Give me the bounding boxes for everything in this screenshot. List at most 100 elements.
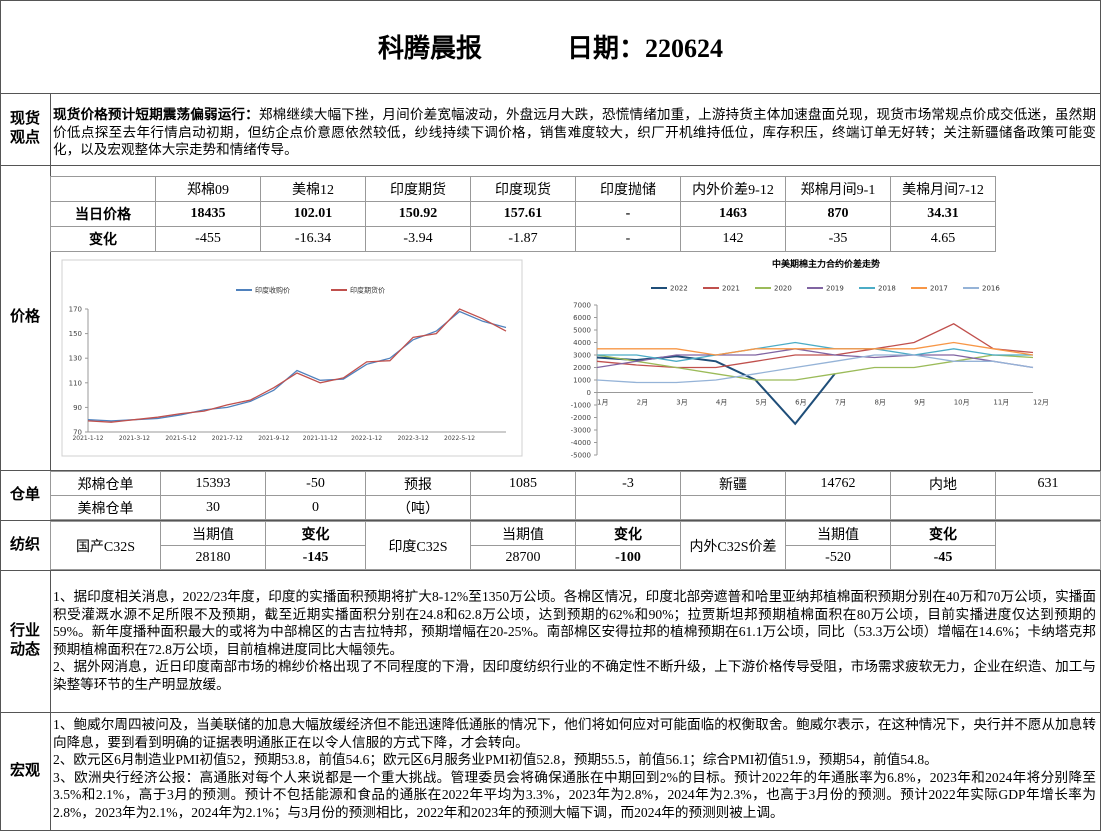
legend-label: 印度收购价 [255, 286, 290, 295]
warehouse-row: 美棉仓单 30 0 （吨） [50, 495, 1101, 520]
legend-label: 2022 [670, 285, 688, 293]
column-header: 内外价差9-12 [680, 176, 786, 202]
legend-label: 2019 [826, 285, 844, 293]
warehouse-cell: 30 [160, 495, 266, 520]
x-tick-label: 2021-9-12 [258, 435, 289, 442]
x-tick-label: 2021-5-12 [165, 435, 196, 442]
y-tick-label: 0 [587, 389, 591, 397]
column-header: 印度抛储 [575, 176, 681, 202]
y-tick-label: -3000 [571, 427, 591, 435]
divider [0, 712, 1101, 713]
warehouse-cell: 美棉仓单 [50, 495, 161, 520]
y-tick-label: 2000 [573, 364, 591, 372]
x-tick-label: 3月 [676, 399, 687, 407]
price-cell: -455 [155, 226, 261, 252]
legend-label: 2021 [722, 285, 740, 293]
empty-cell [470, 495, 576, 520]
x-tick-label: 11月 [993, 399, 1009, 407]
x-tick-label: 2021-3-12 [119, 435, 150, 442]
column-header: 美棉月间7-12 [890, 176, 996, 202]
chart-title: 中美期棉主力合约价差走势 [772, 258, 880, 270]
warehouse-cell: 631 [995, 471, 1101, 496]
y-tick-label: 150 [69, 330, 82, 338]
column-header: 郑棉09 [155, 176, 261, 202]
label-text: 行业动态 [9, 623, 40, 658]
series-line [87, 308, 507, 423]
legend-label: 2017 [930, 285, 948, 293]
row-label: 当日价格 [50, 201, 156, 227]
x-tick-label: 9月 [914, 399, 925, 407]
warehouse-cell: 1085 [470, 471, 576, 496]
column-header: 郑棉月间9-1 [785, 176, 891, 202]
y-tick-label: 1000 [573, 377, 591, 385]
empty-cell [785, 495, 891, 520]
section-label: 行业动态 [0, 570, 50, 712]
y-tick-label: -2000 [571, 414, 591, 422]
price-table: 郑棉09 美棉12 印度期货 印度现货 印度抛储 内外价差9-12 郑棉月间9-1 美棉月间7… [50, 176, 996, 252]
empty-cell [575, 495, 681, 520]
x-tick-label: 2022-3-12 [398, 435, 429, 442]
row-label: 变化 [50, 226, 156, 252]
label-text: 仓单 [9, 486, 40, 503]
y-tick-label: 6000 [573, 314, 591, 322]
y-tick-label: 4000 [573, 339, 591, 347]
x-tick-label: 8月 [874, 399, 885, 407]
x-tick-label: 1月 [597, 399, 608, 407]
label-text: 宏观 [9, 763, 40, 779]
price-cell: 157.61 [470, 201, 576, 227]
header: 科腾晨报 日期：220624 [0, 0, 1101, 93]
x-tick-label: 4月 [716, 399, 727, 407]
spot-text: 郑棉继续大幅下挫，月间价差宽幅波动，外盘远月大跌，恐慌情绪加重，上游持货主体加速… [53, 107, 1097, 157]
column-header: 变化 [575, 521, 681, 546]
x-tick-label: 12月 [1033, 399, 1049, 407]
y-tick-label: -1000 [571, 402, 591, 410]
label-text: 现货观点 [9, 111, 40, 146]
price-cell: 150.92 [365, 201, 471, 227]
header-row: 郑棉09 美棉12 印度期货 印度现货 印度抛储 内外价差9-12 郑棉月间9-1 美棉月间7… [50, 176, 996, 202]
warehouse-cell: 郑棉仓单 [50, 471, 161, 496]
price-cell: 870 [785, 201, 891, 227]
x-tick-label: 2021-7-12 [212, 435, 243, 442]
legend-label: 2020 [774, 285, 792, 293]
paragraph: 1、鲍威尔周四被问及，当美联储的加息大幅放缓经济但不能迅速降低通胀的情况下，他们… [53, 717, 1096, 750]
macro-news: 1、鲍威尔周四被问及，当美联储的加息大幅放缓经济但不能迅速降低通胀的情况下，他们… [53, 716, 1096, 821]
warehouse-table: 郑棉仓单 15393 -50 预报 1085 -3 新疆 14762 内地 631 美棉仓单 30 0 （… [50, 471, 1101, 520]
spot-view: 现货价格预计短期震荡偏弱运行：郑棉继续大幅下挫，月间价差宽幅波动，外盘远月大跌，… [53, 106, 1096, 159]
paragraph: 2、据外网消息，近日印度南部市场的棉纱价格出现了不同程度的下滑，因印度纺织行业的… [53, 659, 1096, 692]
legend-label: 2018 [878, 285, 896, 293]
y-tick-label: -4000 [571, 439, 591, 447]
y-tick-label: 110 [69, 379, 82, 387]
x-tick-label: 2021-1-12 [72, 435, 103, 442]
label-text: 纺织 [9, 536, 40, 553]
series-line [597, 341, 1033, 362]
textile-value: -100 [575, 545, 681, 570]
column-header: 变化 [890, 521, 996, 546]
product-name: 内外C32S价差 [680, 521, 786, 570]
textile-value: -520 [785, 545, 891, 570]
empty-cell [995, 521, 1101, 570]
price-cell: -3.94 [365, 226, 471, 252]
charts: 中美期棉主力合约价差走势 70 90 110 130 150 170 2021-1-12 20… [61, 258, 1049, 460]
price-cell: 18435 [155, 201, 261, 227]
price-cell: - [575, 226, 681, 252]
textile-table: 国产C32S 当期值 变化 印度C32S 当期值 变化 内外C32S价差 当期值 变化 28180… [50, 521, 1101, 570]
legend-label: 印度期货价 [350, 286, 385, 295]
price-row: 当日价格 18435 102.01 150.92 157.61-1463 870 34.31 [50, 201, 996, 227]
corner [50, 176, 156, 202]
textile-value: -145 [265, 545, 366, 570]
textile-value-row: 28180 -145 28700 -100 -520 -45 [51, 545, 1101, 570]
empty-cell [890, 495, 996, 520]
warehouse-row: 郑棉仓单 15393 -50 预报 1085 -3 新疆 14762 内地 631 [50, 471, 1101, 496]
series-line [596, 348, 1034, 369]
x-tick-label: 2月 [637, 399, 648, 407]
series-line [596, 354, 1034, 384]
x-tick-label: 2021-11-12 [303, 435, 338, 442]
warehouse-cell: 15393 [160, 471, 266, 496]
section-label: 价格 [0, 165, 50, 470]
textile-value: 28700 [470, 545, 576, 570]
section-label: 宏观 [0, 712, 50, 831]
y-tick-label: 130 [69, 355, 82, 363]
divider [0, 520, 1101, 521]
series-line [597, 341, 1034, 356]
y-tick-label: 3000 [573, 352, 591, 360]
